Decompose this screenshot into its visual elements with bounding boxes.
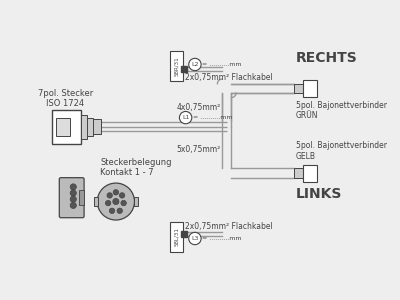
Circle shape — [189, 232, 201, 245]
Circle shape — [119, 193, 125, 198]
FancyBboxPatch shape — [170, 222, 182, 252]
Circle shape — [70, 202, 76, 208]
Text: 5x0,75mm²: 5x0,75mm² — [176, 146, 220, 154]
Circle shape — [106, 200, 111, 206]
Text: 7pol. Stecker
ISO 1724: 7pol. Stecker ISO 1724 — [38, 89, 93, 108]
Text: 5pol. Bajonettverbinder
GELB: 5pol. Bajonettverbinder GELB — [296, 141, 387, 161]
Text: LINKS: LINKS — [296, 187, 342, 201]
Text: 2x0,75mm² Flachkabel: 2x0,75mm² Flachkabel — [185, 73, 273, 82]
Circle shape — [113, 190, 118, 195]
Text: RECHTS: RECHTS — [296, 51, 358, 65]
Circle shape — [70, 190, 76, 196]
Circle shape — [70, 184, 76, 190]
Text: = ..........mm: = ..........mm — [202, 62, 242, 67]
Text: 58L/31: 58L/31 — [174, 227, 179, 246]
FancyBboxPatch shape — [59, 178, 84, 218]
Circle shape — [117, 208, 122, 214]
FancyBboxPatch shape — [52, 110, 81, 144]
FancyBboxPatch shape — [304, 165, 317, 182]
FancyBboxPatch shape — [294, 168, 304, 178]
FancyBboxPatch shape — [170, 51, 182, 81]
Text: 2x0,75mm² Flachkabel: 2x0,75mm² Flachkabel — [185, 222, 273, 231]
Text: Steckerbelegung
Kontakt 1 - 7: Steckerbelegung Kontakt 1 - 7 — [100, 158, 172, 177]
Text: L3: L3 — [191, 236, 199, 241]
FancyBboxPatch shape — [87, 118, 94, 136]
Circle shape — [97, 183, 134, 220]
Text: L1: L1 — [182, 115, 189, 120]
Text: = ..........mm: = ..........mm — [202, 236, 242, 241]
Text: 5pol. Bajonettverbinder
GRÜN: 5pol. Bajonettverbinder GRÜN — [296, 101, 387, 120]
Circle shape — [113, 199, 119, 205]
Text: 58R/31: 58R/31 — [174, 56, 179, 76]
FancyBboxPatch shape — [56, 118, 70, 136]
Circle shape — [121, 200, 126, 206]
Circle shape — [109, 208, 115, 214]
FancyBboxPatch shape — [294, 84, 304, 93]
Circle shape — [70, 196, 76, 202]
FancyBboxPatch shape — [94, 197, 98, 206]
Text: 4x0,75mm²: 4x0,75mm² — [176, 103, 220, 112]
Circle shape — [189, 58, 201, 70]
FancyBboxPatch shape — [80, 190, 84, 206]
Text: = ..........mm: = ..........mm — [193, 115, 232, 120]
FancyBboxPatch shape — [134, 197, 138, 206]
FancyBboxPatch shape — [304, 80, 317, 97]
FancyBboxPatch shape — [81, 115, 87, 139]
Circle shape — [180, 112, 192, 124]
FancyBboxPatch shape — [94, 119, 101, 134]
Circle shape — [107, 193, 112, 198]
Text: L2: L2 — [191, 62, 199, 67]
